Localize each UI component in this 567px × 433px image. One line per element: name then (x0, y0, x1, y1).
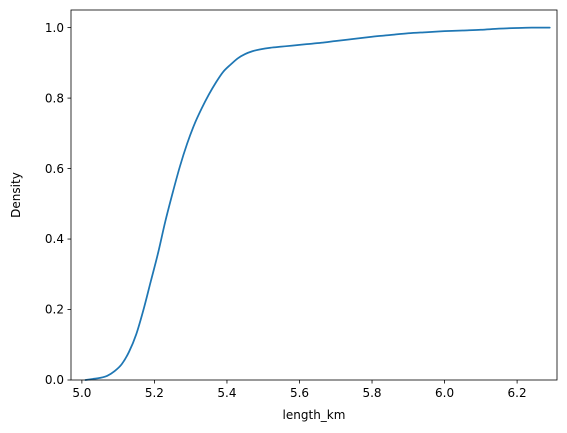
plot-frame (70, 9, 558, 381)
y-tick-label: 0.8 (45, 91, 64, 105)
x-tick-label: 5.4 (217, 386, 236, 400)
y-tick-label: 0.6 (45, 162, 64, 176)
curve-layer (84, 26, 551, 381)
y-axis-label: Density (9, 172, 23, 218)
ticks-layer: 5.0 5.2 5.4 5.6 5.8 6.0 6.2 0.0 0.2 0.4 0.6 0.8 1.0 (45, 21, 527, 400)
axes-layer (70, 9, 558, 381)
density-curve-0 (84, 26, 551, 381)
x-tick-label: 5.8 (362, 386, 381, 400)
x-tick-label: 5.6 (290, 386, 309, 400)
y-tick-label: 0.4 (45, 232, 64, 246)
x-axis-label: length_km (283, 408, 346, 422)
y-tick-label: 0.2 (45, 303, 64, 317)
x-tick-label: 5.2 (145, 386, 164, 400)
x-tick-label: 5.0 (72, 386, 91, 400)
x-tick-label: 6.2 (508, 386, 527, 400)
y-tick-label: 0.0 (45, 373, 64, 387)
x-tick-label: 6.0 (435, 386, 454, 400)
y-tick-label: 1.0 (45, 21, 64, 35)
